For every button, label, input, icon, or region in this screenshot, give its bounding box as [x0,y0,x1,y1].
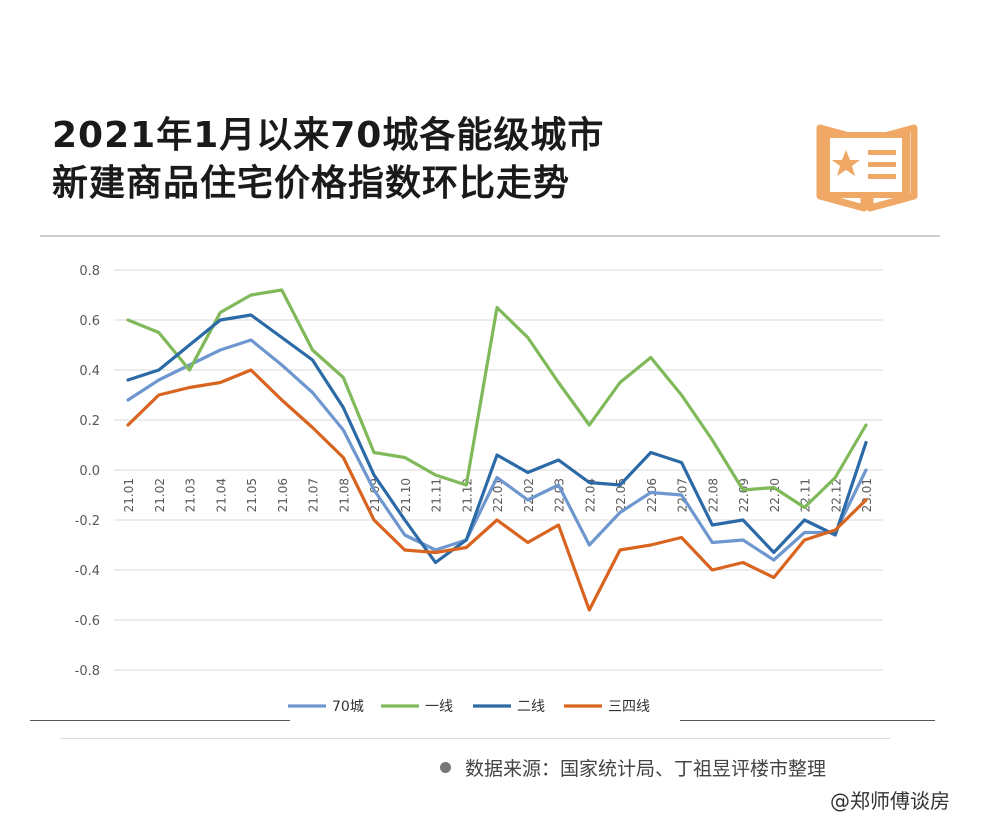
watermark: @郑师傅谈房 [830,789,950,813]
source-text: 数据来源：国家统计局、丁祖昱评楼市整理 [465,758,827,780]
top-divider [40,235,940,237]
x-tick-label: 21.10 [399,478,413,512]
legend-label: 二线 [517,699,545,715]
x-tick-label: 22.08 [706,478,720,512]
x-tick-label: 21.07 [307,478,321,512]
chart-title-line1: 2021年1月以来70城各能级城市 [52,115,605,156]
y-tick-label: 0.0 [79,464,100,479]
series-line [126,288,868,510]
chart-title: 2021年1月以来70城各能级城市 新建商品住宅价格指数环比走势 [52,112,604,208]
x-tick-label: 22.06 [645,478,659,512]
y-tick-label: -0.2 [75,514,100,529]
chart-title-line2: 新建商品住宅价格指数环比走势 [52,163,571,204]
y-tick-label: 0.4 [79,364,100,379]
x-tick-label: 22.02 [522,478,536,512]
y-tick-label: 0.2 [79,414,100,429]
y-tick-label: 0.8 [79,264,100,279]
x-tick-label: 21.08 [337,478,351,512]
x-tick-label: 21.01 [122,478,136,512]
x-tick-label: 22.04 [583,478,597,512]
legend-label: 70城 [332,699,364,715]
x-tick-label: 21.04 [214,478,228,512]
source-note: 数据来源：国家统计局、丁祖昱评楼市整理 [440,754,826,781]
y-tick-label: -0.6 [75,614,100,629]
x-tick-label: 21.06 [276,478,290,512]
legend-label: 一线 [425,699,453,715]
line-chart: 0.8 0.6 0.4 0.2 0.0 -0.2 -0.4 -0.6 -0.8 21.01 21.0… [75,264,883,715]
legend-label: 三四线 [608,699,650,715]
series-line [126,313,868,565]
series-line [126,338,868,562]
bullet-icon [440,762,451,773]
x-tick-label: 22.10 [768,478,782,512]
y-tick-label: 0.6 [79,314,100,329]
y-tick-label: -0.8 [75,664,100,679]
x-tick-label: 21.03 [184,478,198,512]
series-line [126,368,868,612]
x-tick-label: 21.12 [460,478,474,512]
x-tick-label: 21.02 [153,478,167,512]
x-tick-label: 22.12 [829,478,843,512]
bottom-divider-left [30,720,290,721]
x-tick-label: 21.11 [430,478,444,512]
x-tick-label: 22.05 [614,478,628,512]
x-tick-label: 22.01 [491,478,505,512]
x-tick-label: 21.05 [245,478,259,512]
y-tick-label: -0.4 [75,564,100,579]
bottom-divider-right [680,720,935,721]
bottom-divider [60,738,890,739]
x-tick-label: 23.01 [860,478,874,512]
book-star-icon [816,124,918,212]
